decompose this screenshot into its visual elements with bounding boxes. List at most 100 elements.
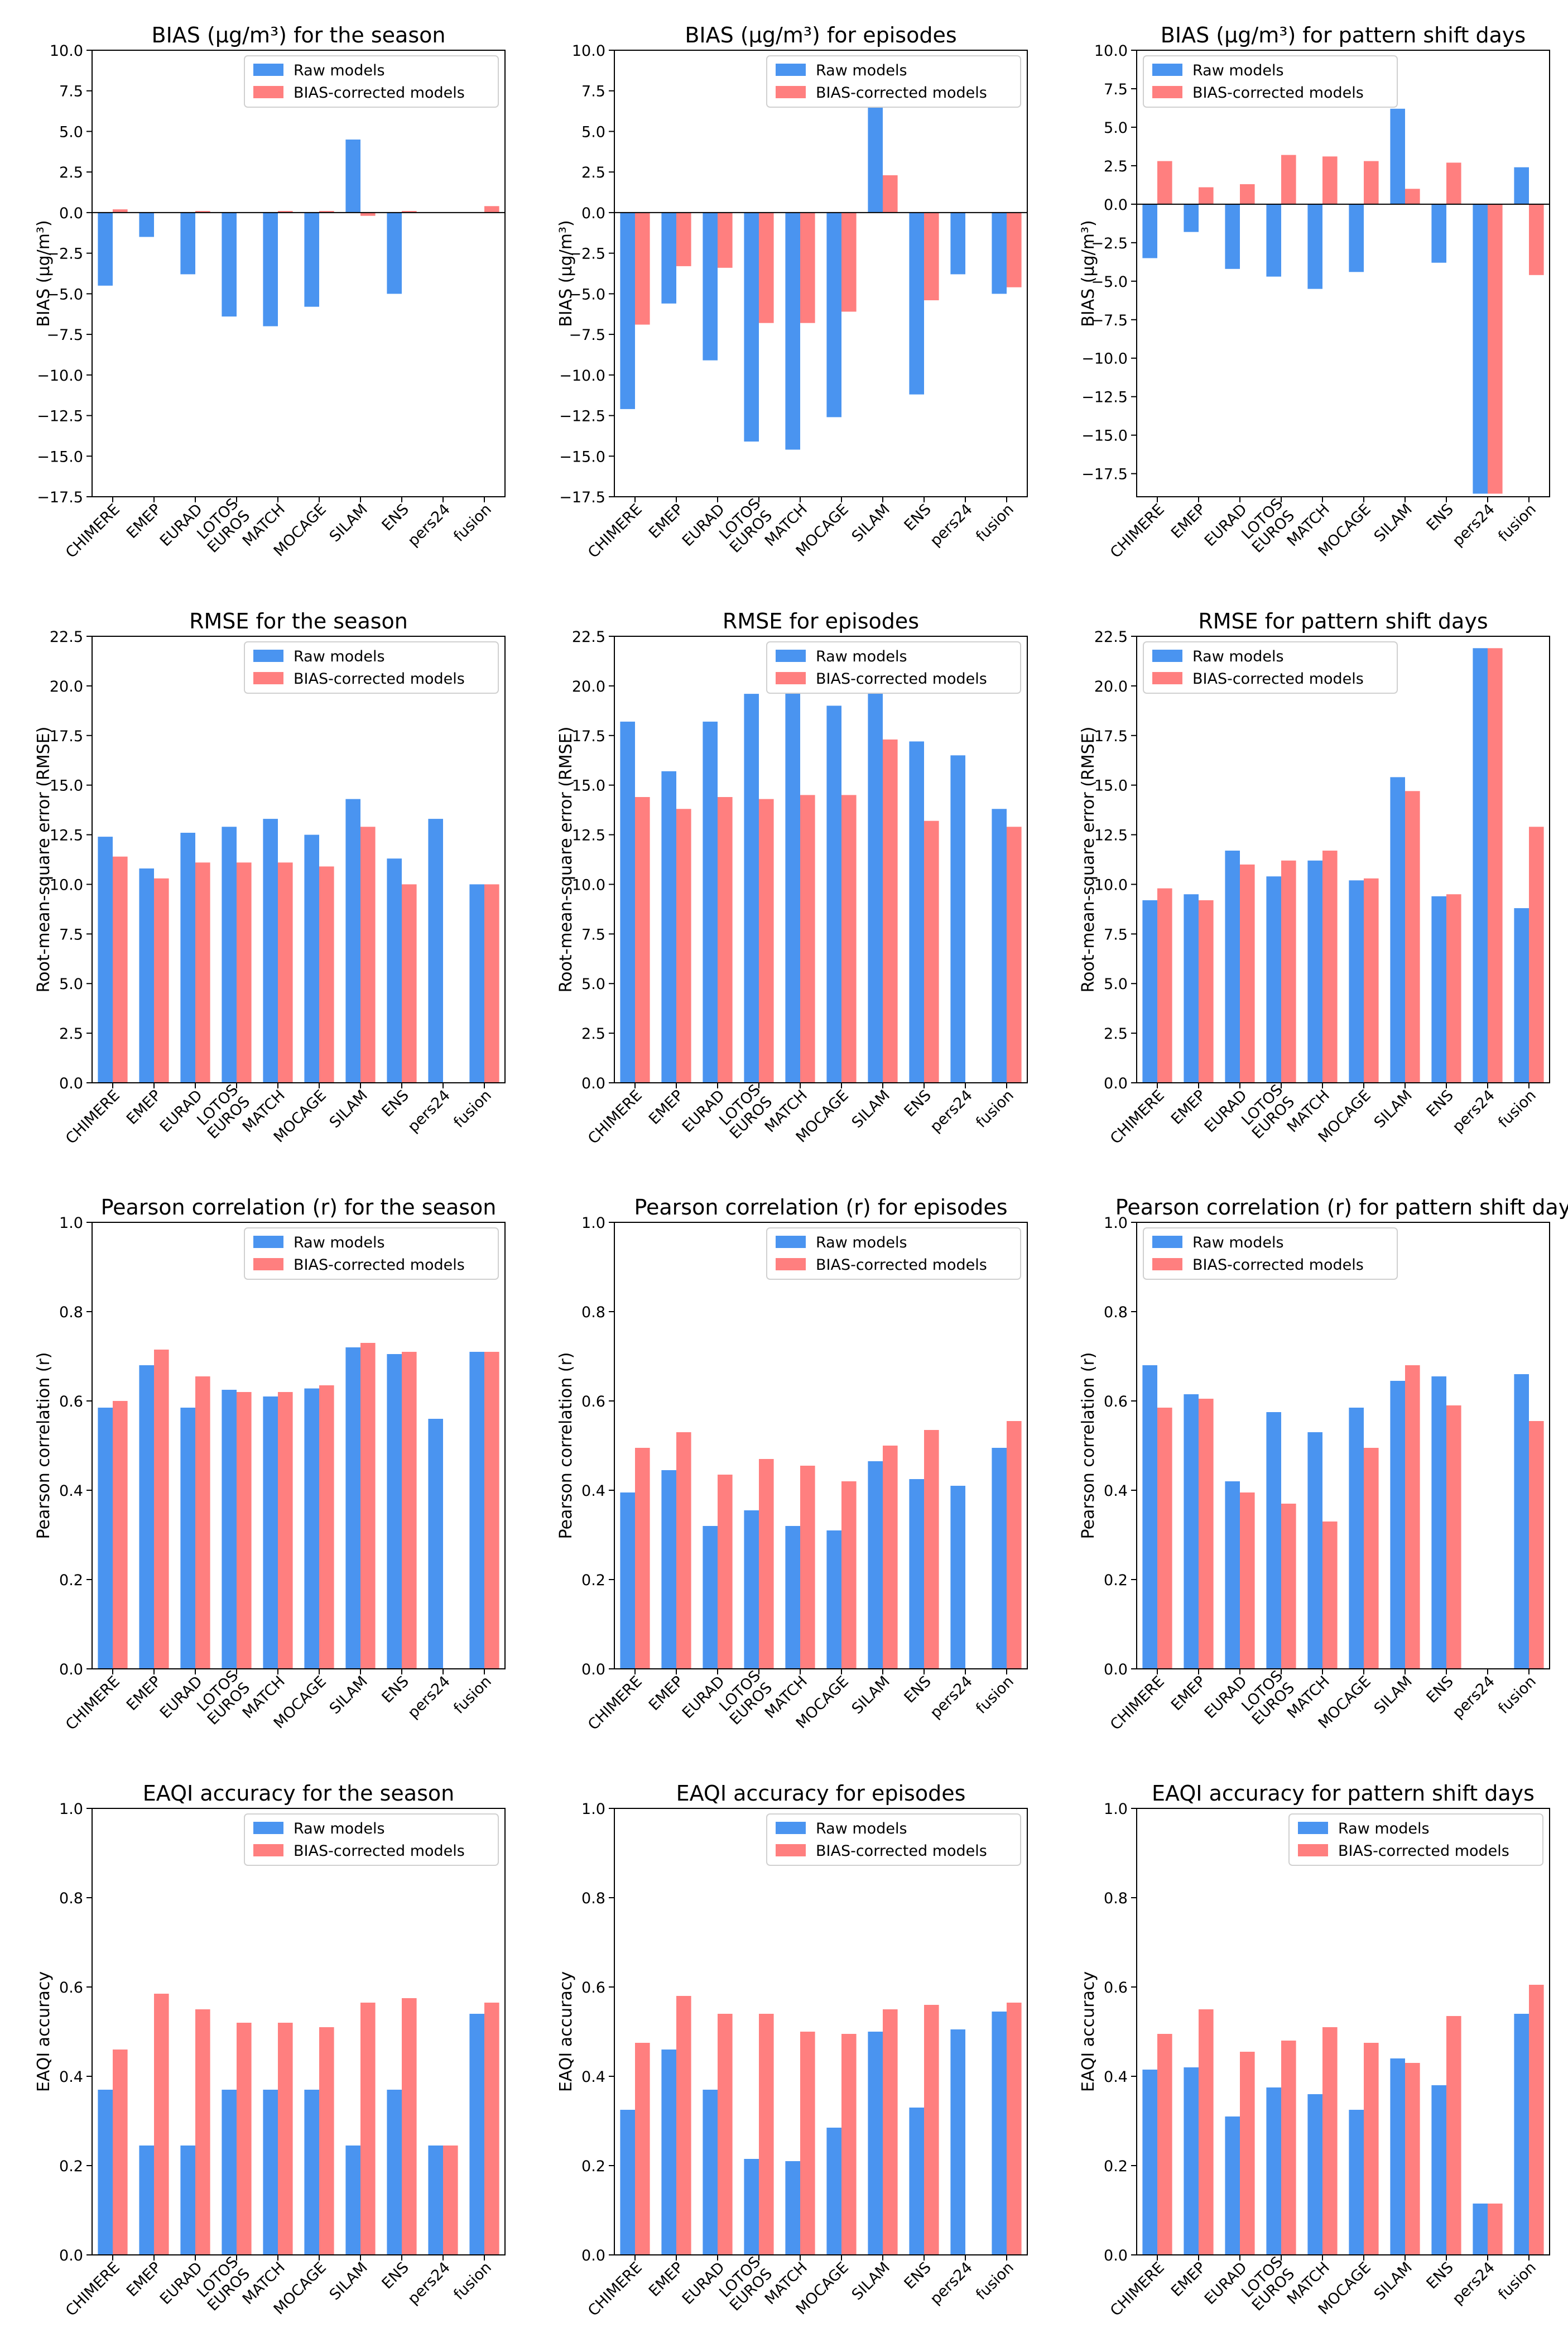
corrected-model-bar — [1488, 2204, 1503, 2255]
y-tick-label: 10.0 — [572, 42, 605, 60]
corrected-model-bar — [883, 2009, 898, 2255]
corrected-model-bar — [1529, 1985, 1544, 2255]
raw-model-bar — [785, 2161, 800, 2255]
corrected-model-bar — [1157, 2034, 1172, 2255]
x-tick-label: SILAM — [1371, 1673, 1416, 1717]
corrected-model-bar — [237, 1392, 252, 1669]
y-tick-label: 20.0 — [50, 678, 83, 695]
corrected-model-bar — [1405, 791, 1420, 1083]
corrected-model-bar — [195, 1376, 210, 1669]
corrected-model-bar — [924, 820, 939, 1083]
y-tick-label: 0.8 — [581, 1890, 605, 1907]
corrected-model-bar — [1157, 161, 1172, 204]
y-tick-label: 0.8 — [1104, 1304, 1128, 1321]
x-tick-label: CHIMERE — [1107, 1673, 1168, 1734]
raw-model-bar — [222, 827, 237, 1083]
y-tick-label: 0.0 — [1104, 1075, 1128, 1092]
corrected-model-bar — [841, 2034, 857, 2255]
y-tick-label: 0.6 — [1104, 1393, 1128, 1410]
raw-model-bar — [1225, 1481, 1240, 1669]
raw-model-bar — [826, 212, 841, 417]
raw-model-bar — [387, 858, 402, 1083]
legend-swatch-corrected — [776, 1844, 806, 1856]
raw-model-bar — [428, 819, 443, 1083]
x-tick-label-line: CHIMERE — [585, 2259, 646, 2320]
legend-swatch-raw — [253, 1822, 283, 1834]
raw-model-bar — [950, 1486, 965, 1669]
corrected-model-bar — [1157, 1408, 1172, 1669]
x-tick-label: ENS — [901, 2259, 935, 2292]
x-tick-label: SILAM — [849, 1087, 893, 1131]
y-tick-label: 7.5 — [1104, 81, 1128, 98]
x-tick-label: CHIMERE — [62, 2259, 123, 2320]
legend-box — [1143, 641, 1398, 694]
y-tick-label: 0.6 — [59, 1979, 83, 1996]
raw-model-bar — [1431, 204, 1446, 263]
x-tick-label-line: EURAD — [1201, 1087, 1250, 1136]
x-tick-label: fusion — [973, 501, 1017, 545]
raw-model-bar — [98, 2090, 113, 2255]
raw-model-bar — [1266, 1412, 1281, 1669]
y-tick-label: 15.0 — [50, 777, 83, 795]
corrected-model-bar — [319, 2027, 334, 2255]
legend-label-raw: Raw models — [294, 1234, 385, 1251]
legend-box — [244, 641, 499, 694]
corrected-model-bar — [1322, 156, 1338, 204]
y-tick-label: 2.5 — [1104, 1025, 1128, 1043]
raw-model-bar — [620, 212, 635, 409]
x-tick-label-line: SILAM — [326, 2259, 371, 2303]
legend-box — [244, 1227, 499, 1280]
raw-model-bar — [744, 1510, 759, 1669]
y-tick-label: −10.0 — [37, 367, 83, 385]
y-tick-label: 0.2 — [1104, 2158, 1128, 2175]
raw-model-bar — [744, 694, 759, 1083]
raw-model-bar — [992, 212, 1007, 294]
corrected-model-bar — [1322, 851, 1338, 1083]
x-tick-label: LOTOSEUROS — [193, 495, 254, 556]
corrected-model-bar — [1281, 2041, 1296, 2255]
corrected-model-bar — [1322, 1522, 1338, 1669]
corrected-model-bar — [1446, 162, 1461, 204]
legend-label-raw: Raw models — [294, 648, 385, 665]
corrected-model-bar — [1322, 2027, 1338, 2255]
corrected-model-bar — [1529, 204, 1544, 275]
raw-model-bar — [1390, 108, 1405, 204]
raw-model-bar — [1142, 900, 1157, 1083]
legend-label-raw: Raw models — [816, 648, 907, 665]
legend-box — [1288, 1813, 1543, 1866]
raw-model-bar — [387, 212, 402, 294]
y-tick-label: 2.5 — [59, 164, 83, 181]
y-tick-label: 2.5 — [1104, 158, 1128, 175]
legend-box — [766, 55, 1021, 108]
corrected-model-bar — [1281, 860, 1296, 1083]
raw-model-bar — [661, 212, 676, 304]
x-tick-label-line: CHIMERE — [62, 1087, 123, 1148]
x-tick-label: EURAD — [1201, 1673, 1250, 1722]
corrected-model-bar — [1446, 894, 1461, 1083]
x-tick-label-line: ENS — [379, 1087, 412, 1120]
x-tick-label-line: EURAD — [1201, 2259, 1250, 2308]
x-tick-label: SILAM — [1371, 2259, 1416, 2303]
raw-model-bar — [1431, 896, 1446, 1083]
raw-model-bar — [98, 837, 113, 1083]
x-tick-label-line: fusion — [450, 1087, 495, 1131]
legend-label-raw: Raw models — [1192, 648, 1284, 665]
legend-label-corrected: BIAS-corrected models — [816, 670, 987, 688]
raw-model-bar — [345, 1347, 360, 1669]
raw-model-bar — [1514, 1374, 1529, 1669]
chart-title: BIAS (µg/m³) for pattern shift days — [1161, 23, 1526, 47]
y-tick-label: 12.5 — [50, 827, 83, 844]
x-tick-label: EURAD — [157, 2259, 206, 2308]
raw-model-bar — [1473, 648, 1488, 1083]
x-tick-label-line: CHIMERE — [1107, 2259, 1168, 2320]
x-tick-label: LOTOSEUROS — [1237, 1667, 1298, 1729]
chart-title: EAQI accuracy for pattern shift days — [1152, 1781, 1535, 1806]
y-tick-label: 0.0 — [1104, 1661, 1128, 1678]
corrected-model-bar — [113, 2050, 128, 2255]
raw-model-bar — [469, 1352, 484, 1669]
x-tick-label-line: ENS — [901, 2259, 935, 2292]
corrected-model-bar — [278, 211, 293, 213]
raw-model-bar — [909, 1479, 924, 1669]
x-tick-label-line: CHIMERE — [62, 1673, 123, 1734]
